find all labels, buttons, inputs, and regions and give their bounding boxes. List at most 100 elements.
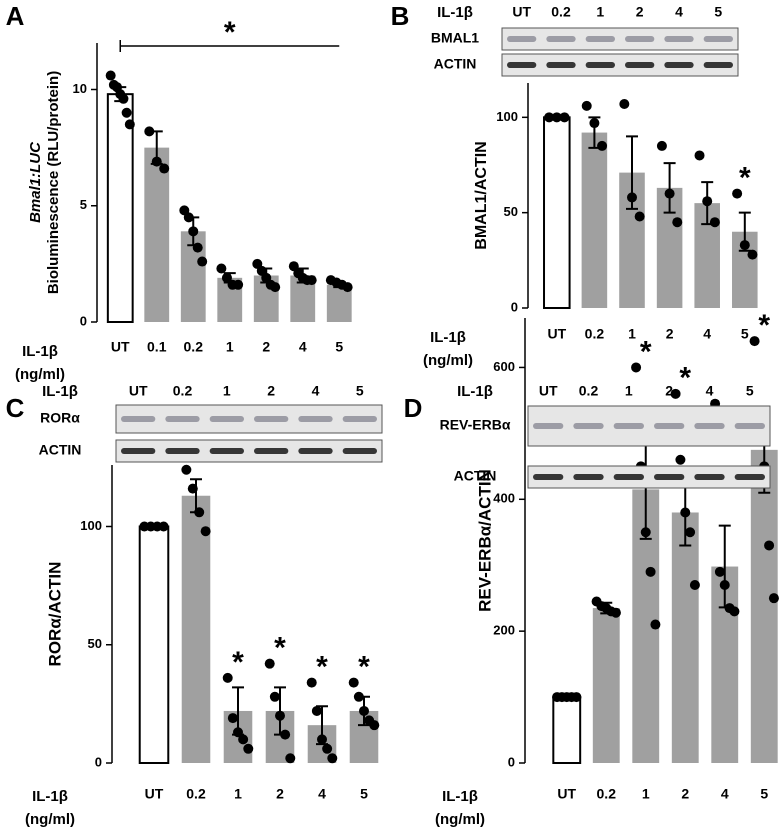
significance-star: * <box>640 335 652 368</box>
lane-label: 0.2 <box>551 4 571 20</box>
bar <box>671 512 699 763</box>
significance-star: * <box>739 162 751 195</box>
data-point <box>269 691 280 702</box>
blot-band <box>585 62 615 68</box>
x-tick-label: 0.2 <box>186 786 206 802</box>
data-point <box>714 566 725 577</box>
data-point <box>694 150 705 161</box>
y-axis-label: Bmal1:LUC <box>27 141 44 223</box>
blot-band <box>342 416 377 422</box>
x-tick-label: 1 <box>226 339 234 355</box>
x-tick-label: 5 <box>335 339 343 355</box>
lane-label: 5 <box>714 4 722 20</box>
bar <box>750 449 778 763</box>
y-tick-label: 50 <box>504 204 518 219</box>
data-point <box>747 249 758 260</box>
data-point <box>121 107 132 118</box>
y-tick-label: 0 <box>80 313 87 328</box>
data-point <box>749 336 760 347</box>
data-point <box>675 454 686 465</box>
bar <box>581 132 608 308</box>
x-tick-label: 4 <box>721 786 729 802</box>
data-point <box>222 672 233 683</box>
lane-label: 4 <box>312 383 320 399</box>
bar <box>592 608 620 763</box>
lane-label: UT <box>129 383 148 399</box>
data-point <box>159 163 170 174</box>
data-point <box>181 464 192 475</box>
lane-label: 0.2 <box>173 383 193 399</box>
blot-band <box>165 416 200 422</box>
blot-strip <box>527 465 771 489</box>
blot-header: IL-1β <box>42 383 78 400</box>
lane-label: 0.2 <box>579 383 599 399</box>
blot-band <box>121 416 156 422</box>
data-point <box>719 580 730 590</box>
data-point <box>348 677 359 688</box>
data-point <box>551 112 562 123</box>
x-tick-label: 2 <box>262 339 270 355</box>
y-axis-label: REV-ERBα/ACTIN <box>475 469 494 612</box>
blot-strip <box>115 439 383 463</box>
x-axis-unit: (ng/ml) <box>15 366 65 383</box>
data-point <box>764 540 775 551</box>
blot-band <box>298 448 333 454</box>
panel-label: C <box>6 393 25 423</box>
y-tick-label: 0 <box>95 754 102 769</box>
blot-band <box>664 62 694 68</box>
blot-band <box>703 62 733 68</box>
y-tick-label: 0 <box>511 299 518 314</box>
data-point <box>670 388 681 399</box>
data-point <box>280 729 291 740</box>
lane-label: 1 <box>625 383 633 399</box>
y-tick-label: 200 <box>493 623 515 638</box>
x-tick-label: 5 <box>741 326 749 342</box>
blot-band <box>165 448 200 454</box>
blot-band <box>613 474 644 480</box>
blot-band <box>625 36 655 42</box>
x-tick-label: 0.2 <box>184 339 204 355</box>
blot-band <box>507 62 537 68</box>
x-tick-label: 0.2 <box>585 326 605 342</box>
x-tick-label: 0.1 <box>147 339 167 355</box>
error-bar <box>663 162 676 214</box>
data-point <box>631 362 642 373</box>
data-point <box>197 256 208 267</box>
data-point <box>732 188 743 199</box>
panel-label: B <box>391 1 410 31</box>
x-axis-unit: (ng/ml) <box>25 811 75 828</box>
bar <box>543 116 571 309</box>
y-tick-label: 5 <box>80 197 87 212</box>
blot-band <box>625 62 655 68</box>
data-point <box>233 727 243 738</box>
x-tick-label: 5 <box>360 786 368 802</box>
x-tick-label: UT <box>547 326 566 342</box>
x-tick-label: 1 <box>234 786 242 802</box>
lane-label: UT <box>512 4 531 20</box>
data-point <box>124 119 135 130</box>
data-point <box>672 217 683 228</box>
blot-band <box>254 448 289 454</box>
data-point <box>317 734 327 745</box>
blot-band <box>573 474 604 480</box>
data-point <box>194 507 205 518</box>
lane-label: 5 <box>746 383 754 399</box>
data-point <box>192 242 203 253</box>
lane-label: 2 <box>636 4 644 20</box>
bar <box>138 525 170 764</box>
data-point <box>342 282 353 293</box>
blot-band <box>613 423 644 429</box>
data-point <box>729 606 740 617</box>
blot-band <box>694 474 725 480</box>
data-point <box>183 212 194 223</box>
bar <box>181 495 211 763</box>
x-tick-label: UT <box>557 786 576 802</box>
data-point <box>311 705 322 716</box>
blot-row-label: REV-ERBα <box>440 417 511 433</box>
data-point <box>275 710 285 721</box>
significance-star: * <box>358 651 370 684</box>
blot-band <box>703 36 733 42</box>
x-tick-label: UT <box>145 786 164 802</box>
blot-row-label: ACTIN <box>454 468 497 484</box>
blot-strip <box>501 53 739 77</box>
